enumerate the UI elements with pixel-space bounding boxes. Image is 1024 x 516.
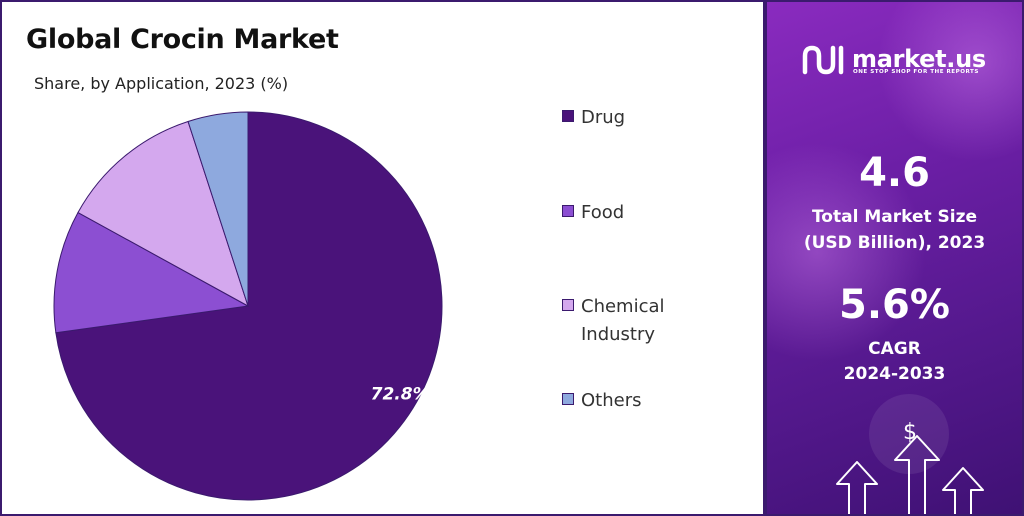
cagr-value: 5.6%: [839, 282, 950, 328]
arrow-up-icon: [942, 467, 984, 514]
legend-item-food: Food: [562, 199, 691, 227]
pie-slice-others: [187, 111, 249, 307]
chart-title: Global Crocin Market: [26, 24, 339, 55]
chart-subtitle: Share, by Application, 2023 (%): [34, 74, 289, 93]
legend-label-drug: Drug: [581, 107, 626, 128]
cagr-label-line1: CAGR: [868, 339, 921, 359]
pie-chart: 72.8%: [53, 111, 443, 501]
cagr-label-line2: 2024-2033: [843, 364, 946, 384]
arrow-up-icon: [894, 435, 940, 514]
legend-item-others: Others: [562, 387, 691, 415]
market-size-label-line2: (USD Billion), 2023: [803, 233, 986, 253]
market-us-logo-icon: [802, 45, 844, 75]
coin-circle: [869, 394, 949, 474]
pie-data-label-drug: 72.8%: [371, 384, 430, 404]
legend-swatch-others: [562, 393, 574, 405]
legend-swatch-food: [562, 205, 574, 217]
legend-label-food: Food: [581, 202, 625, 223]
legend-label-others: Others: [581, 390, 642, 411]
brand-logo-group: market.us: [800, 42, 986, 76]
legend-item-chemical-industry: Chemical Industry: [562, 293, 691, 349]
panel-divider: [763, 2, 767, 514]
brand-name: market.us: [852, 45, 986, 73]
arrow-up-icon: [836, 461, 878, 514]
pie-slice-food: [53, 211, 250, 334]
market-size-label-line1: Total Market Size: [811, 207, 978, 227]
summary-panel: $ market.us ONE STOP SHOP FOR THE REPORT…: [767, 2, 1022, 514]
legend-swatch-drug: [562, 110, 574, 122]
dollar-icon: $: [903, 420, 917, 445]
brand-tagline: ONE STOP SHOP FOR THE REPORTS: [853, 69, 979, 75]
market-size-value: 4.6: [859, 150, 930, 196]
legend-swatch-chemical-industry: [562, 299, 574, 311]
legend-item-drug: Drug: [562, 104, 691, 132]
pie-slice-chemical-industry: [77, 120, 249, 308]
legend-label-chemical-industry: Chemical Industry: [581, 296, 665, 345]
growth-arrows-decoration: $: [836, 394, 984, 514]
